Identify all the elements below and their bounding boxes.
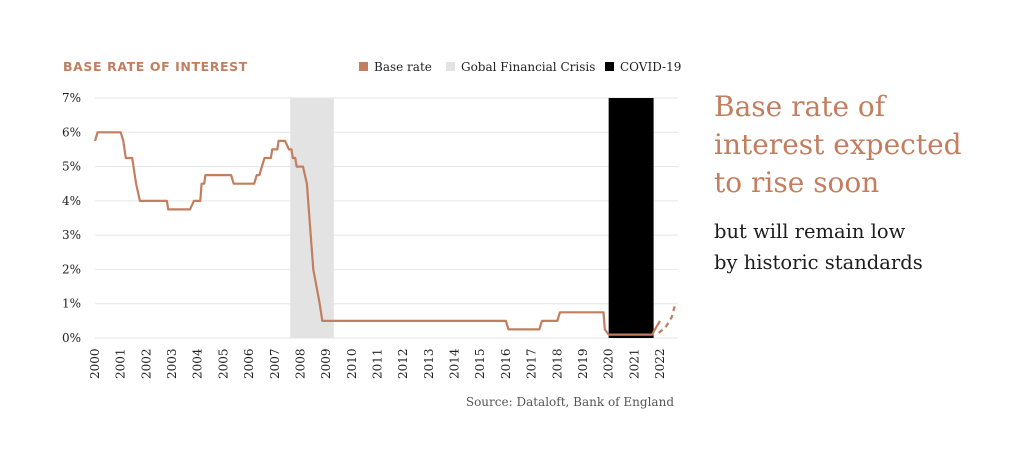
x-tick-label: 2014 <box>448 348 462 379</box>
legend-swatch <box>446 62 455 71</box>
legend-swatch <box>605 62 614 71</box>
x-tick-label: 2012 <box>396 348 410 379</box>
x-tick-label: 2017 <box>525 348 539 379</box>
y-tick-label: 4% <box>62 194 81 208</box>
base-rate-line <box>93 131 661 336</box>
y-tick-label: 1% <box>62 297 81 311</box>
x-tick-label: 2003 <box>165 348 179 379</box>
x-tick-label: 2002 <box>139 348 153 379</box>
x-tick-label: 2020 <box>602 348 616 379</box>
y-tick-label: 0% <box>62 331 81 345</box>
headline-line: to rise soon <box>714 166 880 199</box>
legend-label: COVID-19 <box>620 60 681 74</box>
headline: Base rate of interest expected to rise s… <box>714 88 962 202</box>
legend-swatch <box>359 62 368 71</box>
legend-label: Gobal Financial Crisis <box>461 60 595 74</box>
chart-canvas: BASE RATE OF INTEREST Base rate Gobal Fin… <box>62 59 681 409</box>
chart-title: BASE RATE OF INTEREST <box>63 59 248 74</box>
legend-label: Base rate <box>374 60 432 74</box>
subtext-line: by historic standards <box>714 251 923 274</box>
base-rate-forecast-line <box>658 303 677 334</box>
x-tick-label: 2016 <box>499 348 513 379</box>
x-tick-label: 2005 <box>216 348 230 379</box>
gfc-band <box>290 98 334 338</box>
y-tick-label: 7% <box>62 91 81 105</box>
x-tick-label: 2010 <box>345 348 359 379</box>
headline-line: Base rate of <box>714 90 886 123</box>
x-tick-label: 2015 <box>473 348 487 379</box>
x-tick-label: 2000 <box>88 348 102 379</box>
y-tick-label: 6% <box>62 125 81 139</box>
x-tick-label: 2011 <box>371 348 385 379</box>
chart-grid <box>95 97 678 339</box>
y-tick-label: 2% <box>62 262 81 276</box>
x-tick-label: 2008 <box>293 348 307 379</box>
chart-legend: Base rate Gobal Financial Crisis COVID-19 <box>359 60 681 74</box>
x-tick-label: 2013 <box>422 348 436 379</box>
subtext: but will remain low by historic standard… <box>714 216 923 278</box>
y-tick-label: 5% <box>62 160 81 174</box>
source-note: Source: Dataloft, Bank of England <box>466 395 674 409</box>
x-tick-label: 2022 <box>653 348 667 379</box>
chart-lines <box>93 131 677 336</box>
chart-bands <box>290 98 654 338</box>
y-axis: 0% 1% 2% 3% 4% 5% 6% 7% <box>62 91 81 345</box>
x-axis: 2000 2001 2002 2003 2004 2005 2006 2007 2008 2009… <box>88 348 667 379</box>
x-tick-label: 2009 <box>319 348 333 379</box>
y-tick-label: 3% <box>62 228 81 242</box>
x-tick-label: 2004 <box>191 348 205 379</box>
headline-line: interest expected <box>714 128 962 161</box>
x-tick-label: 2021 <box>627 348 641 379</box>
subtext-line: but will remain low <box>714 220 906 243</box>
x-tick-label: 2006 <box>242 348 256 379</box>
covid-band <box>608 98 654 338</box>
x-tick-label: 2007 <box>268 348 282 379</box>
x-tick-label: 2019 <box>576 348 590 379</box>
x-tick-label: 2018 <box>550 348 564 379</box>
x-tick-label: 2001 <box>114 348 128 379</box>
